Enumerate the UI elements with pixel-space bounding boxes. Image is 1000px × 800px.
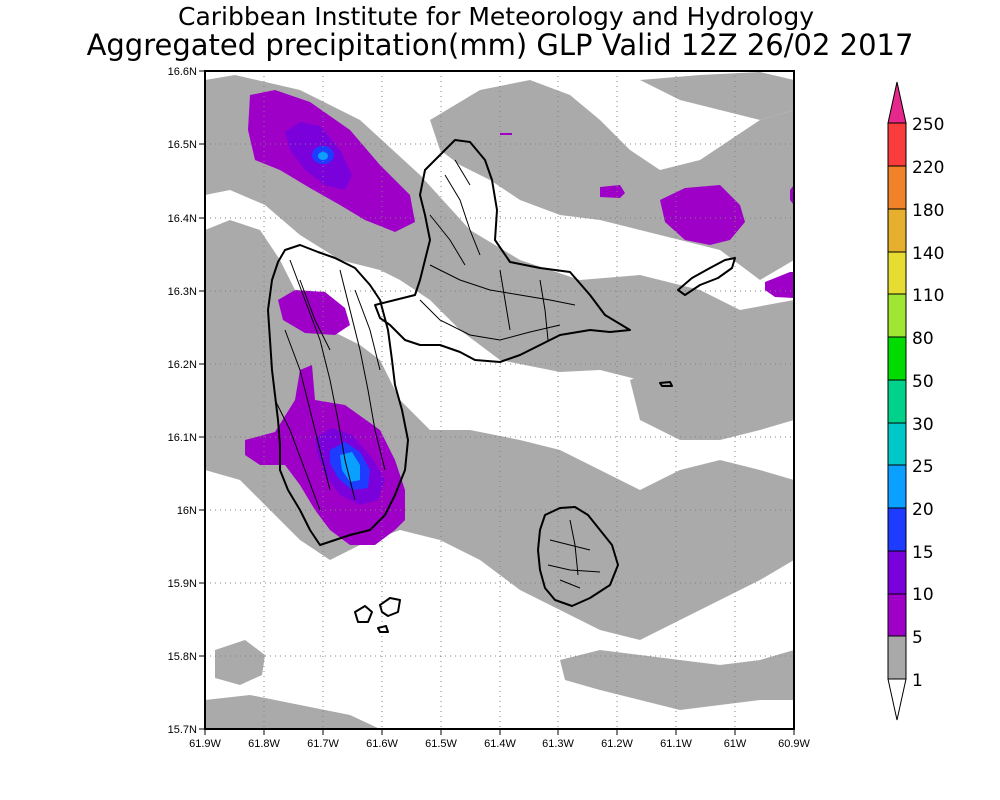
island-basse-terre <box>267 244 409 546</box>
colorbar-label: 20 <box>912 500 934 520</box>
colorbar-swatch <box>887 379 907 424</box>
lon-label: 61.9W <box>189 738 221 750</box>
colorbar-swatch <box>887 336 907 381</box>
lon-label: 61.2W <box>601 738 633 750</box>
lon-label: 61W <box>724 738 747 750</box>
colorbar-swatch <box>887 635 907 680</box>
coastlines <box>267 139 736 633</box>
lat-label: 15.8N <box>168 651 197 663</box>
colorbar-labels: 1 5 10 15 20 25 30 50 80 110 140 180 220… <box>912 115 944 691</box>
island-desirade <box>677 257 736 296</box>
colorbar-label: 180 <box>912 201 944 221</box>
lat-label: 16.3N <box>168 286 197 298</box>
axis-ticks <box>199 70 795 735</box>
colorbar-label: 10 <box>912 585 934 605</box>
lon-label: 61.3W <box>542 738 574 750</box>
colorbar-swatch <box>887 251 907 295</box>
colorbar-swatch <box>887 293 907 338</box>
lat-label: 16.2N <box>168 359 197 371</box>
lat-label: 15.9N <box>168 578 197 590</box>
lat-labels: 16.6N 16.5N 16.4N 16.3N 16.2N 16.1N 16N … <box>168 66 197 736</box>
lat-label: 16N <box>177 505 197 517</box>
colorbar-label: 80 <box>912 329 934 349</box>
lon-label: 61.5W <box>425 738 457 750</box>
lon-label: 61.4W <box>484 738 516 750</box>
title-line1: Caribbean Institute for Meteorology and … <box>178 2 814 31</box>
colorbar-swatch <box>887 507 907 552</box>
colorbar-label: 250 <box>912 115 944 135</box>
colorbar-label: 30 <box>912 415 934 435</box>
title-line2: Aggregated precipitation(mm) GLP Valid 1… <box>86 28 914 62</box>
lon-label: 61.7W <box>307 738 339 750</box>
internal-boundaries <box>274 159 601 589</box>
precip-field <box>205 71 794 729</box>
lon-label: 61.6W <box>366 738 398 750</box>
lat-label: 16.1N <box>168 432 197 444</box>
lat-label: 16.6N <box>168 66 197 78</box>
colorbar-label: 25 <box>912 457 934 477</box>
lat-label: 15.7N <box>168 724 197 736</box>
lon-labels: 61.9W 61.8W 61.7W 61.6W 61.5W 61.4W 61.3… <box>189 738 810 750</box>
lon-label: 60.9W <box>778 738 810 750</box>
colorbar-label: 5 <box>912 628 923 648</box>
colorbar-swatch <box>887 593 907 637</box>
colorbar-high-arrow <box>887 81 907 124</box>
island-grande-terre <box>374 139 631 363</box>
colorbar-low-arrow <box>887 678 907 721</box>
island-petite-terre <box>659 381 673 387</box>
colorbar-label: 1 <box>912 671 923 691</box>
colorbar-swatch <box>887 464 907 509</box>
lat-label: 16.4N <box>168 213 197 225</box>
colorbar-swatch <box>887 550 907 595</box>
lon-label: 61.1W <box>660 738 692 750</box>
colorbar-label: 220 <box>912 158 944 178</box>
island-les-saintes <box>354 597 401 633</box>
colorbar-label: 140 <box>912 244 944 264</box>
colorbar-label: 110 <box>912 286 944 306</box>
grid-lines <box>205 71 794 729</box>
colorbar-swatch <box>887 165 907 210</box>
colorbar-label: 50 <box>912 372 934 392</box>
colorbar-swatch <box>887 422 907 466</box>
lat-label: 16.5N <box>168 139 197 151</box>
lon-label: 61.8W <box>248 738 280 750</box>
colorbar <box>887 81 907 721</box>
island-marie-galante <box>537 506 619 607</box>
colorbar-swatch <box>887 208 907 253</box>
colorbar-swatch <box>887 122 907 167</box>
colorbar-label: 15 <box>912 543 934 563</box>
